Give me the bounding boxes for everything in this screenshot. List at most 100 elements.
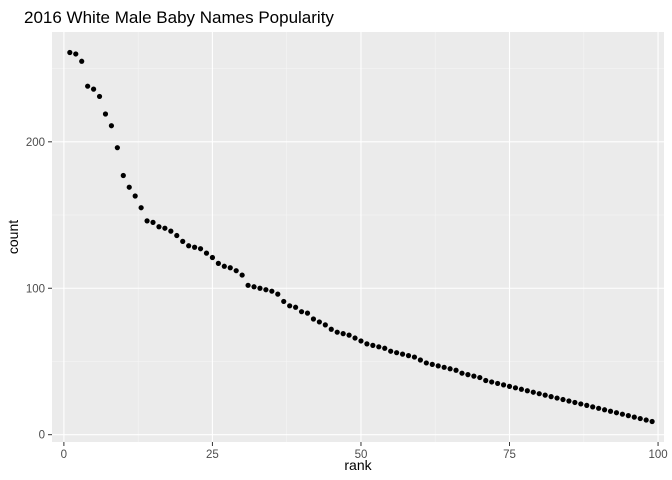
data-point <box>192 244 198 250</box>
data-point <box>619 411 626 417</box>
data-point <box>156 224 162 230</box>
chart-title: 2016 White Male Baby Names Popularity <box>24 8 334 27</box>
data-point <box>197 246 204 252</box>
data-point <box>287 303 293 309</box>
data-point <box>298 309 305 315</box>
data-point <box>304 310 311 316</box>
data-point <box>471 373 477 379</box>
data-point <box>500 382 507 388</box>
data-point <box>572 399 578 406</box>
data-point <box>168 228 174 234</box>
data-point <box>607 408 614 414</box>
data-point <box>441 364 447 370</box>
data-point <box>269 288 275 294</box>
data-point <box>453 367 459 373</box>
data-point <box>96 93 103 100</box>
data-point <box>358 338 364 344</box>
data-point <box>227 265 233 271</box>
data-point <box>388 348 394 354</box>
minor-gridlines <box>52 32 664 442</box>
data-point <box>495 380 501 387</box>
data-point <box>85 83 91 89</box>
data-point <box>518 386 524 392</box>
data-point <box>423 360 429 366</box>
x-tick-label: 100 <box>648 449 667 461</box>
data-point <box>637 415 643 422</box>
major-gridlines <box>52 32 664 442</box>
data-point <box>293 304 299 310</box>
data-point <box>245 282 251 288</box>
data-point <box>263 287 269 293</box>
y-tick-label: 200 <box>26 137 45 149</box>
data-point <box>346 332 352 338</box>
data-point <box>584 402 590 408</box>
data-point <box>459 370 465 376</box>
data-point <box>625 413 631 419</box>
data-point <box>465 372 471 378</box>
y-tick-label: 100 <box>26 283 45 295</box>
data-point <box>251 284 257 290</box>
data-point <box>126 184 132 190</box>
data-points <box>67 49 655 425</box>
x-tick-label: 0 <box>61 449 67 461</box>
data-point <box>108 123 115 129</box>
x-tick-label: 50 <box>355 449 368 461</box>
x-axis-ticks: 0 25 50 75 100 <box>61 442 668 461</box>
data-point <box>162 225 168 231</box>
x-tick-label: 25 <box>206 449 219 461</box>
data-point <box>215 260 221 266</box>
data-point <box>334 329 340 335</box>
x-axis-title: rank <box>344 457 372 473</box>
data-point <box>79 58 85 64</box>
data-point <box>382 345 388 351</box>
data-point <box>512 385 519 391</box>
data-point <box>554 395 560 401</box>
data-point <box>613 410 620 416</box>
data-point <box>221 263 227 269</box>
data-point <box>405 353 412 359</box>
y-tick-label: 0 <box>39 430 45 442</box>
data-point <box>90 86 97 92</box>
data-point <box>596 405 602 411</box>
data-point <box>67 49 73 56</box>
data-point <box>239 272 245 278</box>
data-point <box>150 219 156 225</box>
data-point <box>548 394 554 400</box>
data-point <box>429 361 435 367</box>
data-point <box>132 193 138 199</box>
data-point <box>257 285 263 291</box>
data-point <box>601 407 608 413</box>
data-point <box>203 250 210 256</box>
data-point <box>643 417 649 423</box>
data-point <box>174 232 180 239</box>
y-axis-ticks: 0 100 200 <box>26 137 52 442</box>
data-point <box>483 377 489 384</box>
data-point <box>233 268 239 274</box>
data-point <box>102 111 109 117</box>
data-point <box>209 254 216 261</box>
data-point <box>477 374 483 381</box>
data-point <box>536 391 542 397</box>
data-point <box>120 172 126 179</box>
x-tick-label: 75 <box>503 449 516 461</box>
data-point <box>542 392 548 398</box>
data-point <box>566 398 572 404</box>
data-point <box>340 331 346 337</box>
data-point <box>631 414 637 420</box>
data-point <box>310 316 317 322</box>
data-point <box>417 357 423 363</box>
data-point <box>506 383 513 389</box>
data-point <box>411 354 418 360</box>
data-point <box>524 388 530 394</box>
y-axis-title: count <box>5 220 21 254</box>
data-point <box>435 363 441 369</box>
data-point <box>114 145 120 151</box>
data-point <box>186 243 192 249</box>
data-point <box>578 401 584 407</box>
data-point <box>328 326 334 332</box>
data-point <box>590 404 596 410</box>
data-point <box>322 322 328 328</box>
plot-panel <box>52 32 664 442</box>
data-point <box>399 351 406 357</box>
